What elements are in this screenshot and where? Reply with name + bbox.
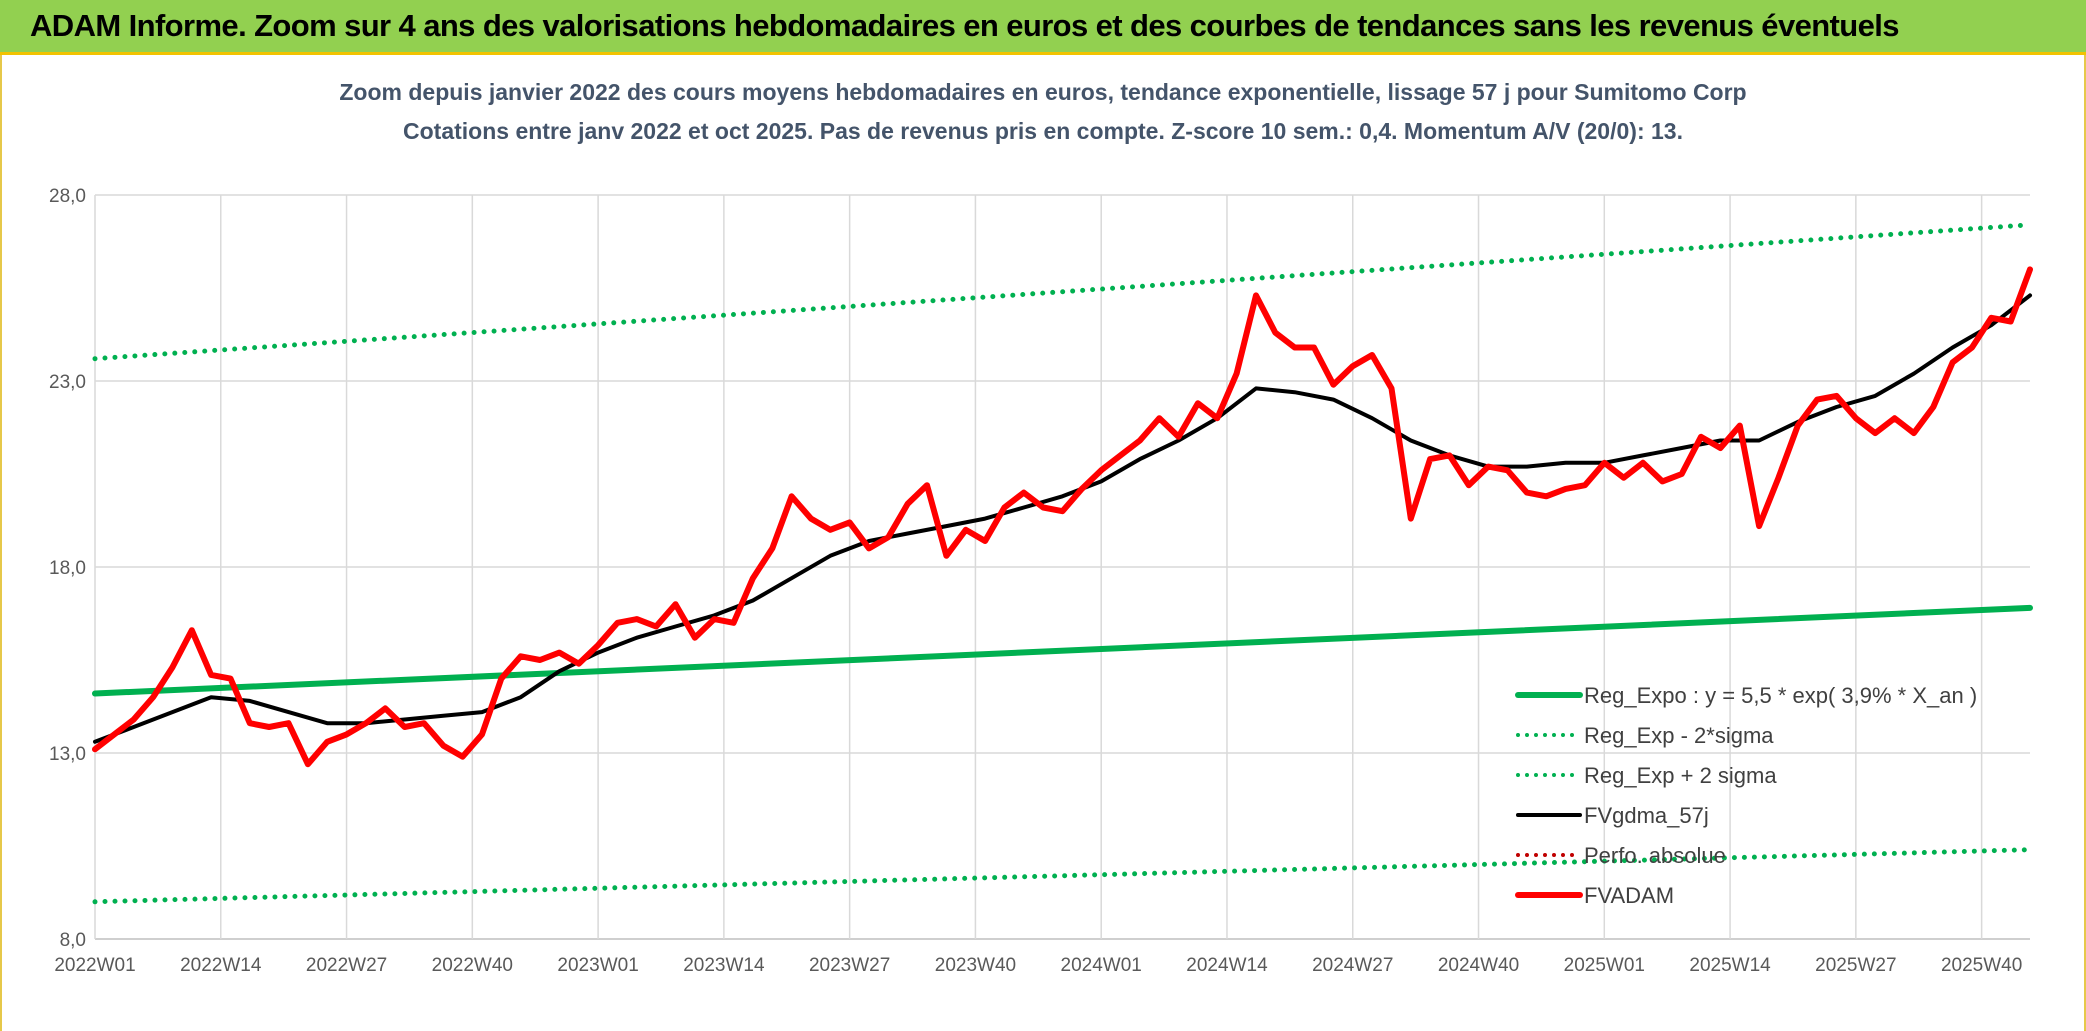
series-line-fvadam bbox=[92, 266, 2033, 768]
series-line-reg-exp-2-sigma-2 bbox=[92, 222, 2033, 362]
x-tick-label: 2023W01 bbox=[557, 955, 638, 976]
x-tick-label: 2023W14 bbox=[683, 955, 765, 976]
legend-label: Perfo. absolue bbox=[1584, 843, 1726, 868]
chart-title-line2: Cotations entre janv 2022 et oct 2025. P… bbox=[403, 118, 1683, 144]
legend-label: Reg_Expo : y = 5,5 * exp( 3,9% * X_an ) bbox=[1584, 683, 1977, 708]
gridlines bbox=[94, 194, 2030, 940]
x-tick-label: 2025W27 bbox=[1815, 955, 1896, 976]
x-tick-label: 2022W14 bbox=[180, 955, 262, 976]
x-tick-label: 2022W27 bbox=[306, 955, 387, 976]
y-tick-label: 28,0 bbox=[49, 186, 86, 207]
series-line-fvgdma-57j bbox=[93, 293, 2032, 744]
banner-title: ADAM Informe. Zoom sur 4 ans des valoris… bbox=[30, 8, 1900, 43]
legend-label: FVADAM bbox=[1584, 883, 1674, 908]
report-banner: ADAM Informe. Zoom sur 4 ans des valoris… bbox=[0, 0, 2086, 55]
x-tick-label: 2025W40 bbox=[1941, 955, 2022, 976]
legend-label: Reg_Exp - 2*sigma bbox=[1584, 723, 1774, 748]
x-tick-label: 2024W01 bbox=[1061, 955, 1142, 976]
x-tick-label: 2023W27 bbox=[809, 955, 890, 976]
series-line-reg-exp-2-sigma-1 bbox=[92, 847, 2033, 905]
y-tick-label: 8,0 bbox=[60, 930, 86, 951]
x-tick-label: 2022W40 bbox=[432, 955, 513, 976]
y-axis-ticks: 8,0 13,0 18,0 23,0 28,0 bbox=[49, 186, 86, 951]
y-tick-label: 18,0 bbox=[49, 558, 86, 579]
x-tick-label: 2024W40 bbox=[1438, 955, 1519, 976]
legend-label: FVgdma_57j bbox=[1584, 803, 1709, 828]
chart-frame bbox=[0, 55, 2086, 1031]
chart: Zoom depuis janvier 2022 des cours moyen… bbox=[49, 79, 2033, 976]
x-tick-label: 2024W27 bbox=[1312, 955, 1393, 976]
series-lines bbox=[92, 222, 2033, 905]
x-tick-label: 2025W14 bbox=[1689, 955, 1771, 976]
x-tick-label: 2023W40 bbox=[935, 955, 1016, 976]
x-tick-label: 2022W01 bbox=[54, 955, 135, 976]
legend: Reg_Expo : y = 5,5 * exp( 3,9% * X_an ) R… bbox=[1515, 683, 1977, 908]
x-tick-label: 2024W14 bbox=[1186, 955, 1268, 976]
x-tick-label: 2025W01 bbox=[1564, 955, 1645, 976]
series-line-reg-expo-0 bbox=[92, 604, 2033, 697]
y-tick-label: 13,0 bbox=[49, 744, 86, 765]
x-axis-ticks: 2022W01 2022W14 2022W27 2022W40 2023W01 2023W… bbox=[54, 955, 2022, 976]
legend-label: Reg_Exp + 2 sigma bbox=[1584, 763, 1777, 788]
chart-title-line1: Zoom depuis janvier 2022 des cours moyen… bbox=[339, 79, 1746, 105]
y-tick-label: 23,0 bbox=[49, 372, 86, 393]
